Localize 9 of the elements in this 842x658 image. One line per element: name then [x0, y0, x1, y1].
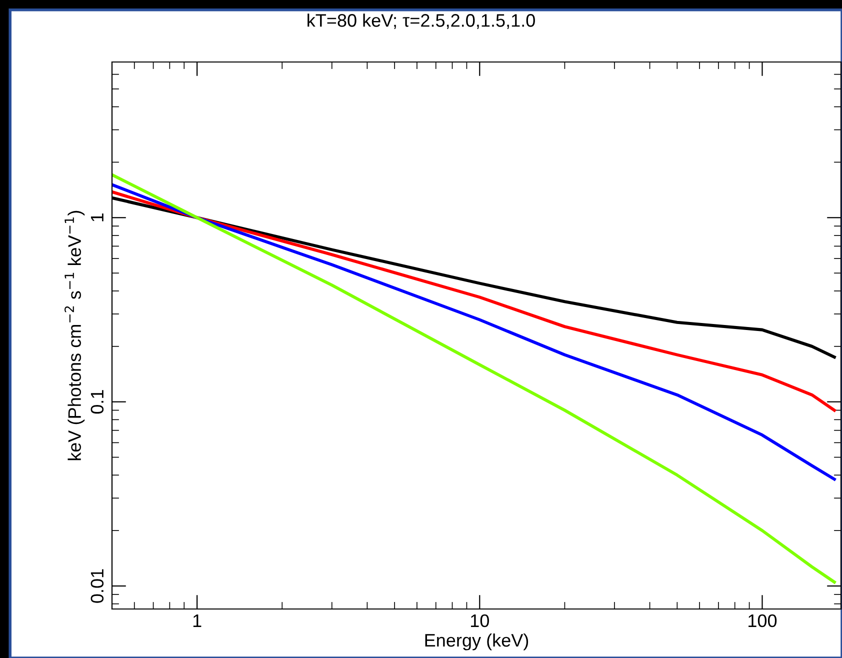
x-tick-label: 10	[470, 614, 489, 628]
y-tick-label: 0.01	[90, 569, 104, 603]
x-tick-label: 100	[748, 614, 777, 628]
x-tick-label: 1	[193, 614, 202, 627]
y-axis-title: keV (Photons cm$^{−2}$ s$^{−1}$ keV$^{−1}$)	[64, 210, 85, 460]
x-axis-title: Energy (keV)	[425, 633, 528, 650]
y-tick-label: 0.1	[90, 390, 104, 414]
y-tick-label: 1	[90, 214, 104, 222]
chart-title: kT=80 keV; τ=2.5,2.0,1.5,1.0	[308, 14, 535, 29]
